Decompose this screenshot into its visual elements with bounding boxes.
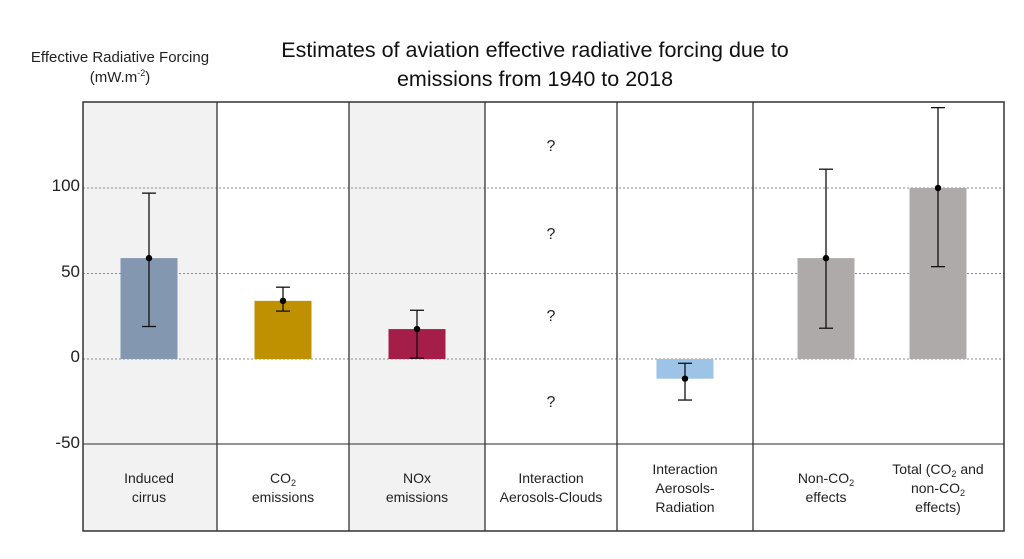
category-label-line: Induced: [124, 470, 174, 486]
y-tick-label: 0: [70, 347, 80, 366]
y-tick-label: 100: [51, 176, 80, 195]
chart-title-line1: Estimates of aviation effective radiativ…: [281, 38, 789, 62]
central-estimate-dot-non_co2: [822, 254, 830, 262]
category-label-line: emissions: [251, 489, 315, 505]
category-label-cirrus: Induced cirrus: [84, 469, 214, 507]
category-label-line: emissions: [385, 489, 449, 505]
central-estimate-dot-aero_rad: [681, 375, 689, 382]
column-background-aero_clouds: [485, 102, 617, 531]
central-estimate-dot-cirrus: [145, 254, 153, 262]
central-estimate-dot-total: [934, 184, 942, 192]
category-label-line: Aerosols-Clouds: [499, 489, 603, 505]
category-label-total: Total (CO2 and non-CO2 effects): [878, 460, 998, 517]
y-axis-label-unit: (mW.m-2): [89, 68, 151, 87]
y-axis-label-title: Effective Radiative Forcing: [30, 49, 210, 66]
central-estimate-dot-co2: [279, 297, 287, 305]
category-label-line: non-CO2: [910, 479, 966, 498]
chart-title-line2: emissions from 1940 to 2018: [396, 67, 674, 91]
category-label-line: effects: [805, 489, 847, 505]
category-label-line: NOx: [403, 470, 431, 486]
category-label-line: Total (CO2 and: [892, 460, 984, 479]
category-label-line: Aerosols-: [655, 479, 715, 496]
central-estimate-dot-nox: [413, 325, 421, 333]
y-tick-label: -50: [55, 432, 80, 452]
column-background-aero_rad: [617, 102, 753, 531]
category-label-line: effects): [915, 498, 961, 515]
unknown-value-marker: ?: [546, 308, 556, 325]
unknown-value-marker: ?: [546, 394, 556, 411]
category-label-aero_rad: Interaction Aerosols- Radiation: [618, 460, 752, 517]
chart-title: Estimates of aviation effective radiativ…: [230, 36, 840, 94]
unknown-value-marker: ?: [546, 226, 556, 243]
y-tick-label: 50: [61, 261, 80, 281]
category-label-co2: CO2 emissions: [218, 469, 348, 507]
category-label-aero_clouds: Interaction Aerosols-Clouds: [484, 469, 618, 507]
y-axis-label: Effective Radiative Forcing (mW.m-2): [0, 48, 240, 88]
category-label-line: Non-CO2: [797, 470, 855, 488]
category-label-line: Interaction: [518, 470, 584, 486]
category-label-line: cirrus: [131, 489, 167, 505]
category-label-line: Interaction: [652, 460, 718, 477]
category-label-non_co2: Non-CO2 effects: [771, 469, 881, 507]
plot-frame: [82, 101, 1005, 532]
unknown-value-marker: ?: [546, 138, 556, 155]
category-label-nox: NOx emissions: [352, 469, 482, 507]
category-label-line: Radiation: [655, 498, 715, 515]
category-label-line: CO2: [269, 470, 296, 488]
